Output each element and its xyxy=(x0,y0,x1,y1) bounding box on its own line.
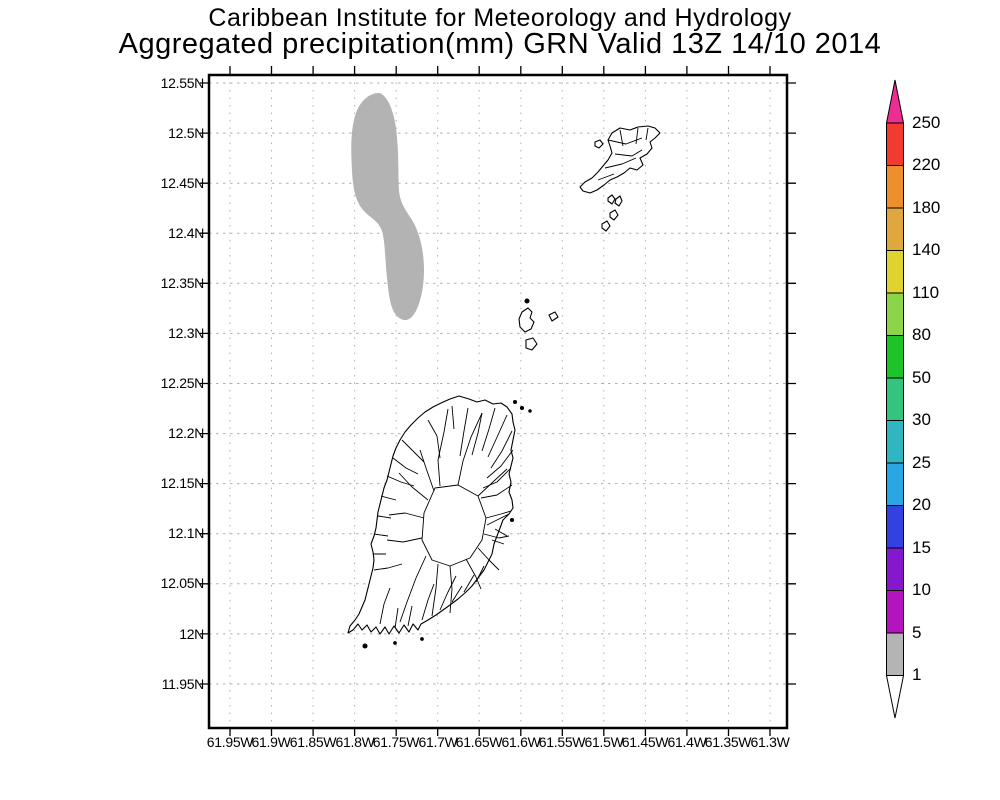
colorbar-label: 25 xyxy=(912,453,931,472)
lat-tick-label: 12N xyxy=(179,626,204,642)
lat-tick-label: 11.95N xyxy=(161,676,205,692)
islet xyxy=(393,641,397,645)
lat-tick-label: 12.2N xyxy=(168,425,204,441)
islet xyxy=(607,194,616,205)
gridlines-horizontal xyxy=(209,82,787,685)
watershed-lines xyxy=(373,405,514,629)
lon-tick-label: 61.55W xyxy=(538,734,586,750)
colorbar-label: 250 xyxy=(912,113,941,132)
lat-tick-label: 12.25N xyxy=(160,375,205,391)
ticks-top xyxy=(229,66,771,75)
colorbar-label: 20 xyxy=(912,495,931,514)
colorbar-label: 50 xyxy=(912,368,931,387)
islet xyxy=(614,195,623,207)
islet xyxy=(519,405,525,411)
lat-tick-label: 12.15N xyxy=(160,475,205,491)
islet xyxy=(509,517,515,523)
colorbar-label: 1 xyxy=(912,665,922,684)
colorbar-segment xyxy=(886,250,904,294)
ticks-right xyxy=(787,82,796,685)
islet xyxy=(512,399,518,405)
precip-shaded-area xyxy=(351,93,424,321)
lon-tick-label: 61.85W xyxy=(289,734,337,750)
islet xyxy=(518,307,535,333)
islet xyxy=(609,209,619,221)
lon-tick-label: 61.6W xyxy=(501,734,541,750)
lat-tick-label: 12.5N xyxy=(168,125,204,141)
colorbar-segment xyxy=(886,165,904,209)
colorbar-segment xyxy=(886,207,904,251)
coastline-grenada xyxy=(347,395,516,635)
colorbar-arrow-top xyxy=(885,79,905,124)
gridlines-vertical xyxy=(229,75,771,728)
colorbar-label: 180 xyxy=(912,198,941,217)
lon-tick-label: 61.8W xyxy=(335,734,375,750)
figure-title: Caribbean Institute for Meteorology and … xyxy=(208,4,792,32)
colorbar-segment xyxy=(886,632,904,676)
lat-tick-label: 12.55N xyxy=(160,75,205,91)
lon-tick-label: 61.5W xyxy=(584,734,624,750)
islet xyxy=(594,139,604,149)
lat-tick-label: 12.05N xyxy=(160,575,205,591)
lon-tick-label: 61.45W xyxy=(621,734,669,750)
figure-subtitle: Aggregated precipitation(mm) GRN Valid 1… xyxy=(118,28,882,60)
ticks-left xyxy=(200,82,209,685)
colorbar-segment xyxy=(886,462,904,506)
coastline-carriacou xyxy=(579,125,661,194)
colorbar xyxy=(885,79,905,719)
colorbar-segment xyxy=(886,590,904,634)
lat-tick-label: 12.3N xyxy=(168,325,204,341)
lon-tick-label: 61.9W xyxy=(251,734,291,750)
colorbar-segment xyxy=(886,377,904,421)
colorbar-segment xyxy=(886,292,904,336)
islet xyxy=(525,337,538,351)
islet xyxy=(548,311,559,322)
lon-tick-label: 61.95W xyxy=(206,734,254,750)
colorbar-segment xyxy=(886,335,904,379)
colorbar-label: 110 xyxy=(912,283,940,302)
lat-tick-label: 12.4N xyxy=(168,225,204,241)
islet xyxy=(524,298,530,304)
lon-tick-label: 61.7W xyxy=(418,734,458,750)
colorbar-arrow-bottom xyxy=(885,675,905,719)
lon-tick-label: 61.35W xyxy=(704,734,752,750)
colorbar-label: 30 xyxy=(912,410,931,429)
lon-tick-label: 61.75W xyxy=(372,734,420,750)
map-frame xyxy=(207,73,789,730)
colorbar-label: 10 xyxy=(912,580,931,599)
colorbar-segment xyxy=(886,505,904,549)
lon-tick-label: 61.65W xyxy=(455,734,503,750)
colorbar-label: 15 xyxy=(912,538,931,557)
islet xyxy=(601,220,611,232)
islet xyxy=(528,409,532,413)
islands-group xyxy=(347,125,661,649)
colorbar-label: 80 xyxy=(912,325,931,344)
colorbar-label: 5 xyxy=(912,623,922,642)
ticks-bottom xyxy=(229,728,771,736)
colorbar-label: 140 xyxy=(912,240,941,259)
watershed-lines-carriacou xyxy=(597,127,649,181)
lat-tick-label: 12.1N xyxy=(168,525,204,541)
lon-tick-label: 61.3W xyxy=(750,734,790,750)
islet xyxy=(420,637,424,641)
map-plot xyxy=(200,66,796,736)
islet xyxy=(362,643,368,649)
colorbar-segment xyxy=(886,122,904,166)
lat-tick-label: 12.45N xyxy=(160,175,205,191)
lon-tick-label: 61.4W xyxy=(667,734,707,750)
colorbar-segment xyxy=(886,547,904,591)
colorbar-segment xyxy=(886,420,904,464)
colorbar-label: 220 xyxy=(912,155,941,174)
lat-tick-label: 12.35N xyxy=(160,275,205,291)
